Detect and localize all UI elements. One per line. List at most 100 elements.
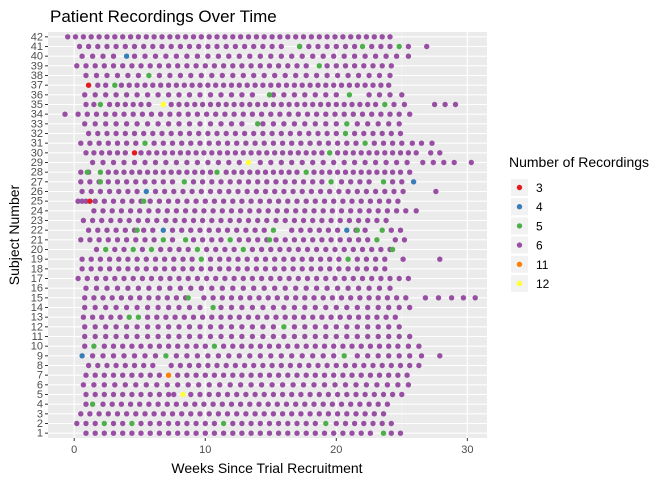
data-point	[313, 275, 320, 282]
data-point	[215, 159, 222, 166]
data-point	[248, 372, 254, 378]
data-point	[317, 101, 324, 108]
data-point	[341, 275, 347, 282]
data-point	[372, 53, 379, 59]
data-point	[125, 188, 131, 195]
data-point	[351, 53, 358, 59]
data-point	[219, 208, 225, 214]
data-point	[105, 169, 112, 175]
data-point	[395, 343, 401, 349]
data-point	[230, 198, 236, 204]
data-point	[138, 343, 144, 349]
data-point	[147, 343, 153, 349]
data-point	[332, 275, 338, 282]
data-point	[337, 217, 343, 224]
data-point	[144, 169, 151, 175]
data-point	[219, 72, 225, 79]
data-point	[245, 217, 252, 224]
data-point	[120, 420, 126, 427]
data-point	[247, 295, 253, 301]
data-point	[130, 111, 136, 117]
data-point	[359, 43, 366, 50]
data-point	[348, 401, 354, 407]
data-point	[345, 266, 351, 272]
data-point	[141, 43, 147, 50]
data-point	[366, 285, 372, 291]
data-point	[101, 63, 108, 69]
data-point	[311, 295, 317, 301]
data-point	[138, 391, 144, 398]
data-point	[275, 420, 282, 427]
data-point	[344, 121, 350, 127]
data-point	[110, 430, 117, 436]
data-point	[257, 372, 263, 378]
data-point	[113, 324, 119, 330]
data-point	[262, 101, 269, 108]
data-point	[131, 43, 138, 50]
data-point	[165, 63, 172, 69]
data-point	[186, 43, 193, 50]
data-point	[182, 237, 189, 243]
data-point	[122, 101, 128, 108]
data-point	[278, 362, 284, 369]
data-point	[348, 179, 354, 185]
data-point	[294, 420, 300, 427]
data-point	[407, 169, 413, 175]
data-point	[108, 314, 114, 320]
data-point	[194, 353, 201, 359]
data-point	[133, 382, 139, 388]
data-point	[217, 382, 223, 388]
data-point	[376, 198, 383, 204]
data-point	[205, 159, 211, 166]
data-point	[165, 391, 172, 398]
data-point	[336, 256, 342, 262]
data-point	[241, 43, 248, 50]
data-point	[214, 34, 220, 40]
data-point	[93, 285, 100, 291]
x-tick-label: 0	[71, 444, 77, 456]
data-point	[239, 101, 245, 108]
data-point	[334, 227, 341, 233]
data-point	[345, 256, 351, 262]
data-point	[303, 372, 309, 378]
data-point	[114, 179, 121, 185]
data-point	[144, 324, 151, 330]
data-point	[237, 382, 244, 388]
data-point	[363, 34, 370, 40]
data-point	[370, 82, 376, 88]
data-point	[341, 159, 347, 166]
data-point	[176, 324, 182, 330]
data-point	[120, 391, 126, 398]
data-point	[79, 188, 85, 195]
data-point	[307, 227, 313, 233]
data-point	[232, 43, 239, 50]
data-point	[100, 53, 106, 59]
data-point	[231, 275, 237, 282]
data-point	[159, 130, 165, 137]
data-point	[285, 198, 291, 204]
data-point	[202, 430, 208, 436]
legend-label: 6	[536, 239, 543, 253]
data-point	[236, 53, 242, 59]
data-point	[185, 295, 191, 301]
data-point	[308, 266, 315, 272]
data-point	[257, 420, 263, 427]
data-point	[222, 246, 228, 253]
data-point	[96, 34, 102, 40]
data-point	[184, 159, 190, 166]
data-point	[232, 362, 239, 369]
data-point	[285, 420, 291, 427]
data-point	[268, 246, 274, 253]
data-point	[112, 34, 118, 40]
data-point	[138, 420, 144, 427]
data-point	[154, 150, 160, 156]
data-point	[300, 237, 307, 243]
data-point	[165, 304, 172, 311]
data-point	[348, 295, 354, 301]
data-point	[311, 382, 317, 388]
data-point	[114, 101, 121, 108]
data-point	[220, 430, 227, 436]
data-point	[388, 63, 394, 69]
data-point	[282, 314, 288, 320]
data-point	[299, 353, 305, 359]
